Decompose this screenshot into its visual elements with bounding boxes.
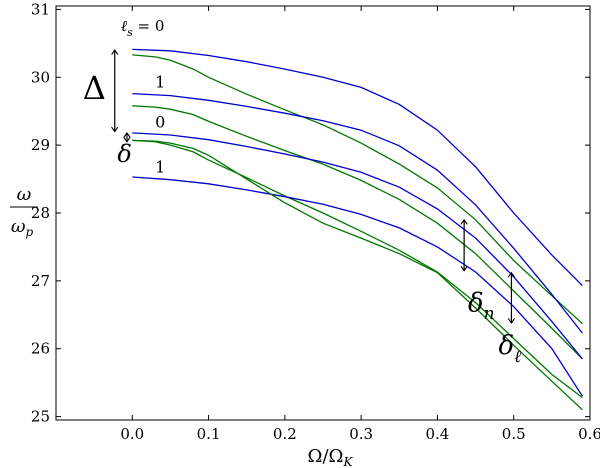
annotation-zero_b: 0 xyxy=(155,112,165,131)
arrow-head xyxy=(123,131,131,138)
arrow-head xyxy=(460,265,468,272)
x-axis-label: Ω/ΩK xyxy=(308,446,354,468)
x-tick-label: 0.0 xyxy=(120,425,144,443)
y-tick-label: 28 xyxy=(31,204,50,222)
y-tick-label: 27 xyxy=(31,272,50,290)
annotation-ls0: ℓs = 0 xyxy=(121,17,165,39)
x-tick-label: 0.5 xyxy=(502,425,526,443)
y-axis-label: ω ωp xyxy=(10,184,38,239)
y-tick-label: 31 xyxy=(31,0,50,18)
series-line-4 xyxy=(132,105,583,360)
arrow-head xyxy=(111,49,119,55)
arrow-head xyxy=(111,126,119,133)
arrow-head xyxy=(507,318,516,324)
tick-layer: 0.0 0.1 0.2 0.3 0.4 0.5 0.6 25 26 27 28 29 30 31 xyxy=(31,0,600,443)
x-tick-label: 0.4 xyxy=(425,425,449,443)
x-tick-label: 0.2 xyxy=(273,425,297,443)
series-layer xyxy=(132,48,583,411)
y-tick-label: 29 xyxy=(31,136,50,154)
series-line-8 xyxy=(132,139,583,411)
series-line-7 xyxy=(132,176,583,397)
series-line-1 xyxy=(132,48,583,287)
x-tick-label: 0.1 xyxy=(197,425,221,443)
arrow-head xyxy=(123,136,131,143)
annotation-delta: δ xyxy=(117,140,131,168)
annotation-one_b: 1 xyxy=(155,157,165,176)
x-tick-label: 0.6 xyxy=(578,425,600,443)
arrow-head xyxy=(460,218,468,225)
y-tick-label: 30 xyxy=(31,68,50,86)
series-line-6 xyxy=(132,139,583,399)
x-tick-label: 0.3 xyxy=(349,425,373,443)
series-line-3 xyxy=(132,92,583,334)
series-line-2 xyxy=(132,54,583,325)
y-tick-label: 25 xyxy=(31,408,50,426)
arrow-head xyxy=(507,271,516,278)
y-axis-label-numerator: ω xyxy=(17,184,32,205)
annotation-one_a: 1 xyxy=(155,72,165,91)
y-tick-label: 26 xyxy=(31,340,50,358)
annotation-Delta: Δ xyxy=(83,69,106,107)
arrow-layer xyxy=(111,49,516,324)
